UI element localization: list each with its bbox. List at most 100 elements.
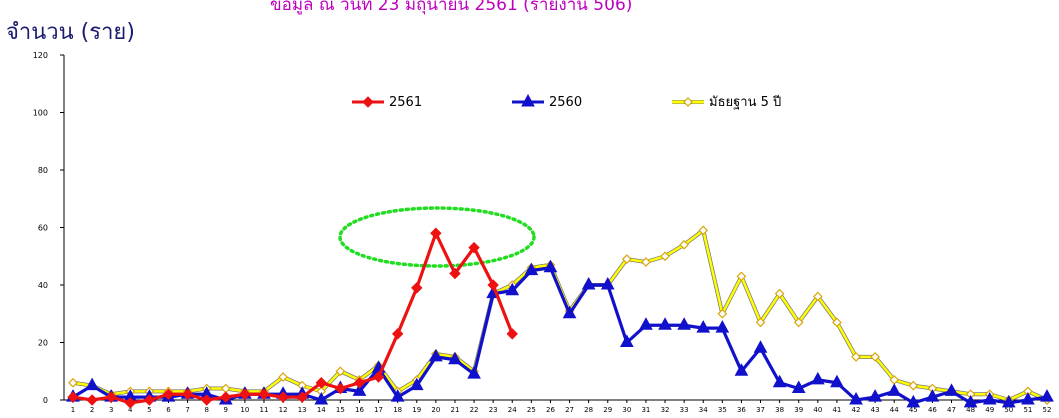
- series-2561-point: [468, 241, 480, 254]
- series-2561-point: [67, 391, 79, 403]
- series-2560-point: [830, 374, 844, 388]
- series-2560-point: [620, 334, 634, 347]
- series-2561-point: [334, 382, 347, 395]
- series-2560-point: [963, 394, 978, 408]
- series-2560-point: [944, 383, 959, 396]
- x-tick-label: 19: [412, 406, 421, 414]
- x-tick-label: 34: [699, 406, 708, 414]
- x-tick-label: 13: [298, 406, 307, 414]
- y-axis-title: จำนวน (ราย): [6, 20, 135, 45]
- series-2560-point: [429, 348, 443, 362]
- legend-2561-marker: [362, 96, 374, 108]
- series-2560-point: [524, 262, 539, 276]
- x-tick-label: 37: [756, 406, 765, 414]
- series-2561-point: [200, 394, 213, 406]
- series-median-point: [220, 383, 231, 394]
- series-median-point: [68, 377, 78, 388]
- series-median-point: [870, 352, 880, 362]
- series-median-point: [774, 288, 785, 299]
- y-tick-label: 60: [38, 224, 48, 233]
- series-2560-point: [658, 317, 672, 330]
- series-median-point: [679, 239, 689, 250]
- x-tick-label: 10: [240, 406, 249, 414]
- x-tick-label: 51: [1023, 406, 1032, 414]
- series-median-point: [278, 372, 288, 382]
- x-tick-label: 7: [185, 406, 189, 414]
- x-tick-label: 48: [966, 406, 975, 414]
- x-tick-label: 29: [603, 406, 612, 414]
- series-2560-point: [562, 305, 577, 319]
- x-tick-label: 41: [832, 406, 841, 414]
- series-2560-point: [868, 389, 882, 402]
- x-tick-label: 30: [622, 406, 631, 414]
- series-2560-point: [982, 391, 997, 405]
- series-2560-point: [677, 317, 691, 330]
- x-tick-label: 32: [661, 406, 670, 414]
- x-tick-label: 28: [584, 406, 593, 414]
- x-tick-label: 36: [737, 406, 746, 414]
- series-2560-point: [543, 259, 558, 273]
- series-2560-point: [715, 320, 730, 333]
- legend-median-label: มัธยฐาน 5 ปี: [709, 94, 781, 110]
- series-2561-point: [430, 227, 442, 239]
- x-tick-label: 5: [147, 406, 151, 414]
- x-tick-label: 24: [508, 406, 517, 414]
- x-tick-label: 20: [431, 406, 440, 414]
- x-tick-label: 1: [71, 406, 75, 414]
- series-2560-point: [1021, 391, 1035, 405]
- series-2561-point: [296, 391, 308, 403]
- x-tick-label: 33: [680, 406, 689, 414]
- series-median-point: [335, 366, 346, 377]
- series-2561-point: [315, 377, 327, 389]
- x-tick-label: 9: [224, 406, 228, 414]
- series-median-point: [621, 254, 632, 264]
- series-2560-point: [696, 320, 711, 333]
- series-2560-point: [448, 351, 462, 365]
- series-2560-point: [772, 374, 787, 388]
- x-tick-label: 43: [871, 406, 880, 414]
- legend-2560-marker: [521, 93, 535, 107]
- x-tick-label: 11: [260, 406, 269, 414]
- series-2560-point: [753, 340, 768, 353]
- series-2560-point: [906, 394, 921, 408]
- x-tick-label: 6: [166, 406, 171, 414]
- x-tick-label: 17: [374, 406, 383, 414]
- series-median-point: [908, 380, 919, 391]
- x-tick-label: 14: [317, 406, 326, 414]
- legend-2561-label: 2561: [389, 95, 422, 110]
- y-tick-label: 40: [38, 281, 48, 290]
- x-tick-label: 50: [1004, 406, 1013, 414]
- legend-median-marker: [683, 97, 693, 107]
- y-tick-label: 80: [38, 166, 48, 175]
- series-2561-point: [181, 388, 194, 400]
- series-2561-point: [353, 377, 366, 389]
- x-tick-label: 8: [204, 406, 208, 414]
- series-2561-point: [220, 391, 232, 403]
- series-2560-point: [467, 366, 481, 379]
- series-2560-point: [1040, 389, 1054, 402]
- series-median-point: [736, 271, 747, 282]
- series-2560-point: [734, 363, 749, 376]
- series-2561-point: [506, 328, 518, 340]
- x-tick-label: 18: [393, 406, 402, 414]
- series-2561-point: [143, 394, 156, 406]
- x-tick-label: 12: [279, 406, 288, 414]
- series-2560-point: [887, 383, 902, 396]
- y-tick-label: 120: [33, 51, 48, 60]
- highlight-ellipse: [338, 206, 536, 268]
- series-2561-point: [391, 328, 404, 340]
- series-2561-point: [162, 388, 175, 400]
- series-2561-point: [277, 391, 289, 403]
- series-2560-point: [810, 371, 825, 385]
- series-2560-point: [390, 389, 405, 402]
- y-tick-label: 0: [43, 396, 48, 405]
- series-2560-point: [600, 276, 615, 290]
- series-median-line-outline: [72, 228, 1048, 402]
- series-2561-point: [487, 279, 499, 291]
- x-tick-label: 44: [890, 406, 899, 414]
- series-median-point: [641, 257, 651, 267]
- x-tick-label: 40: [813, 406, 822, 414]
- x-tick-label: 27: [565, 406, 574, 414]
